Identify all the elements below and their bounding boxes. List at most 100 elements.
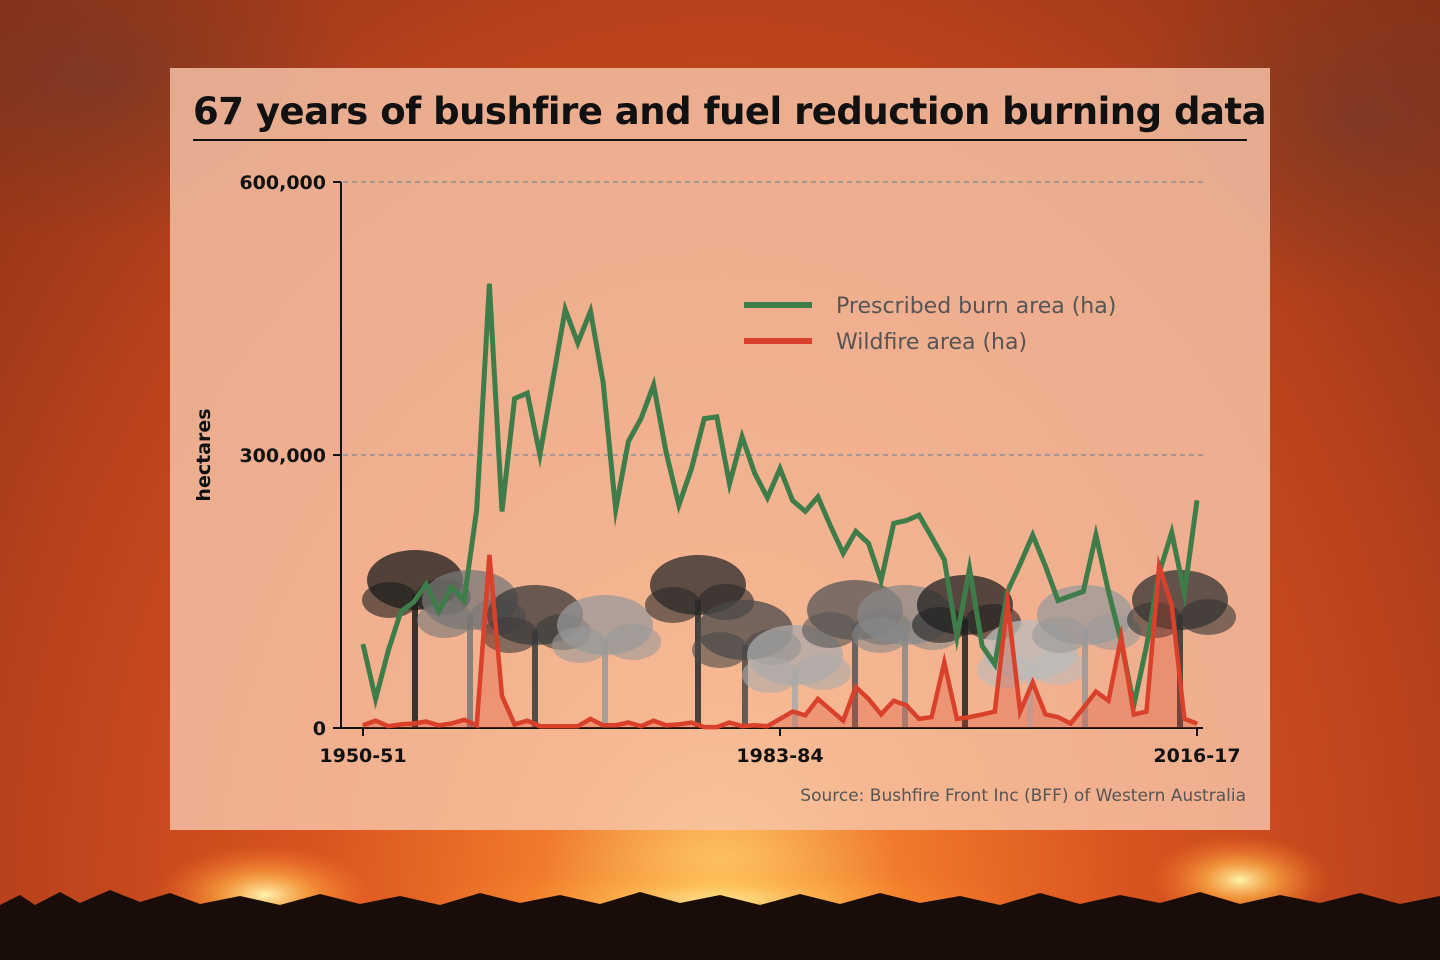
data-point (741, 725, 743, 727)
data-point (716, 726, 718, 728)
data-point (918, 718, 920, 720)
data-point (930, 536, 933, 538)
data-point (614, 508, 617, 511)
data-point (753, 472, 756, 475)
data-point (817, 698, 819, 700)
data-point (652, 719, 655, 722)
tree-trunk (1027, 665, 1033, 728)
tree-canopy (802, 612, 858, 648)
data-point (475, 508, 478, 511)
data-point (867, 698, 870, 700)
data-point (1196, 499, 1198, 502)
data-point (1069, 722, 1072, 725)
tree-canopy (362, 582, 418, 618)
data-point (387, 725, 390, 727)
data-point (678, 723, 680, 726)
tree-canopy (1180, 599, 1236, 635)
data-point (1120, 636, 1122, 638)
data-point (994, 663, 996, 666)
data-point (1133, 713, 1135, 716)
data-point (1057, 599, 1059, 602)
axes: 0 300,000 600,000 1950-51 1983-84 2016-17 hect… (193, 172, 1241, 767)
legend-label: Wildfire area (ha) (836, 330, 1027, 355)
tree-trunk (412, 595, 418, 728)
data-point (513, 397, 516, 400)
data-point (855, 686, 857, 688)
tree-trunk (1082, 630, 1088, 728)
data-point (539, 454, 541, 456)
data-point (930, 716, 933, 718)
data-point (766, 496, 769, 499)
data-point (665, 724, 668, 727)
tree-trunk (962, 620, 968, 728)
data-point (1158, 565, 1160, 567)
tree-canopy (552, 627, 608, 663)
data-point (640, 725, 642, 727)
y-tick-label: 300,000 (239, 445, 326, 467)
tree-trunk (602, 640, 608, 728)
data-point (564, 308, 566, 311)
data-point (1019, 563, 1021, 565)
wildfire-area-fill (363, 555, 1197, 728)
data-point (791, 710, 794, 713)
tree-canopy (605, 624, 661, 660)
data-point (665, 452, 668, 454)
x-tick-label: 1983-84 (736, 745, 823, 767)
data-point (956, 636, 958, 638)
data-point (867, 542, 870, 545)
data-point (690, 467, 693, 470)
data-point (614, 724, 617, 727)
data-point (956, 718, 958, 720)
data-point (526, 392, 529, 394)
data-point (577, 725, 579, 727)
data-point (741, 436, 743, 438)
data-point (779, 718, 781, 720)
data-point (1170, 604, 1173, 606)
tree-trunk (902, 630, 908, 728)
data-point (602, 724, 604, 727)
data-point (1145, 645, 1148, 647)
y-tick-label: 0 (313, 718, 326, 740)
data-point (374, 698, 377, 700)
tree-canopy (1085, 614, 1141, 650)
data-point (589, 310, 592, 313)
data-point (387, 649, 390, 652)
data-point (501, 510, 503, 513)
data-point (994, 710, 996, 713)
data-point (842, 552, 844, 555)
data-point (703, 726, 705, 728)
source-note: Source: Bushfire Front Inc (BFF) of West… (800, 786, 1246, 806)
data-point (412, 722, 415, 725)
data-point (905, 704, 908, 707)
data-point (1145, 710, 1148, 713)
tree-trunk (467, 615, 473, 728)
data-point (564, 725, 566, 727)
data-point (943, 558, 946, 561)
data-point (539, 725, 541, 727)
legend: Prescribed burn area (ha) Wildfire area (… (744, 294, 1116, 355)
data-point (425, 583, 427, 586)
data-point (488, 283, 491, 285)
data-point (526, 719, 529, 722)
data-point (513, 723, 516, 726)
data-point (627, 721, 630, 724)
tree-trunk (792, 670, 798, 728)
data-point (829, 709, 832, 711)
x-tick-label: 1950-51 (319, 745, 406, 767)
data-point (501, 695, 503, 697)
data-point (690, 721, 693, 724)
data-point (728, 483, 731, 485)
data-point (1095, 534, 1097, 536)
data-point (968, 716, 971, 718)
data-point (1196, 722, 1198, 725)
data-point (412, 601, 415, 604)
data-point (1031, 534, 1034, 536)
tree-trunk (532, 630, 538, 728)
data-point (716, 415, 718, 418)
data-point (1019, 710, 1021, 713)
data-point (1107, 590, 1110, 593)
data-point (817, 496, 819, 498)
data-point (589, 718, 592, 720)
data-point (1183, 718, 1186, 720)
data-point (1170, 531, 1173, 534)
